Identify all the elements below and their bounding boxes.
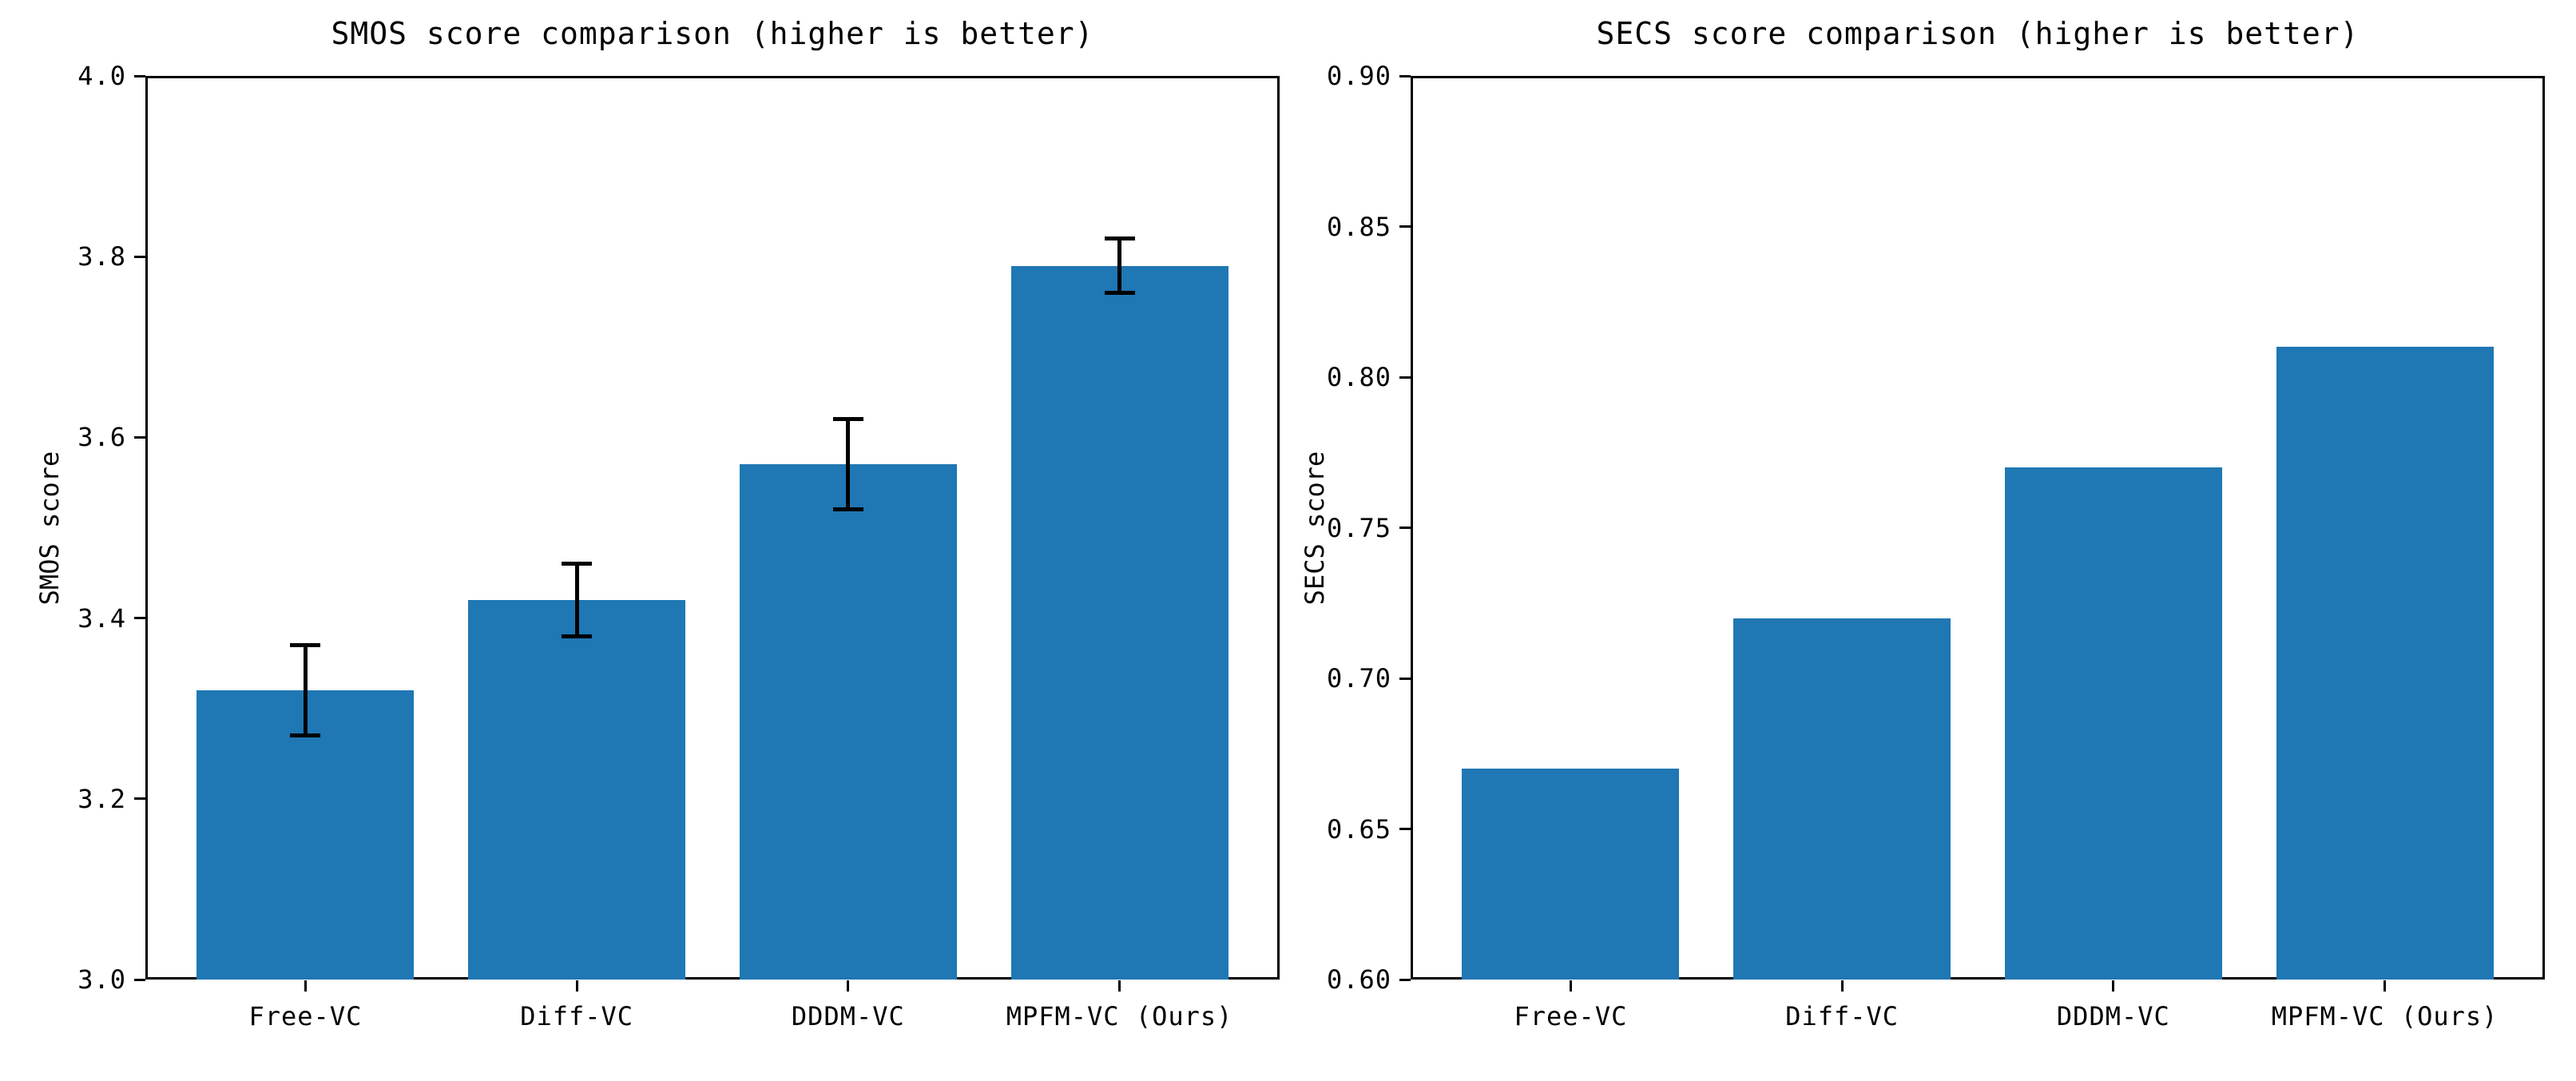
y-tick bbox=[134, 435, 145, 439]
bar-diff-vc bbox=[1733, 618, 1951, 980]
y-tick-label: 4.0 bbox=[77, 61, 126, 91]
y-tick-label: 0.85 bbox=[1326, 211, 1391, 242]
y-tick-label: 0.60 bbox=[1326, 964, 1391, 995]
error-bar-cap-bottom-mpfm-vc-ours bbox=[1104, 290, 1135, 295]
error-bar-line-diff-vc bbox=[574, 563, 579, 637]
x-tick-label-mpfm-vc-ours: MPFM-VC (Ours) bbox=[2271, 1001, 2499, 1031]
bar-dddm-vc bbox=[2004, 467, 2222, 980]
error-bar-cap-top-free-vc bbox=[290, 643, 321, 648]
y-tick-label: 3.0 bbox=[77, 964, 126, 995]
y-tick-label: 0.65 bbox=[1326, 813, 1391, 845]
x-tick bbox=[575, 980, 578, 992]
bar-dddm-vc bbox=[739, 464, 957, 980]
y-tick-label: 0.70 bbox=[1326, 663, 1391, 694]
x-tick-label-mpfm-vc-ours: MPFM-VC (Ours) bbox=[1006, 1001, 1233, 1031]
error-bar-line-dddm-vc bbox=[846, 419, 851, 510]
y-tick bbox=[134, 255, 145, 258]
error-bar-cap-bottom-dddm-vc bbox=[832, 507, 863, 512]
y-tick bbox=[1399, 828, 1411, 830]
y-tick-label: 0.80 bbox=[1326, 362, 1391, 392]
y-tick bbox=[134, 74, 145, 77]
x-tick bbox=[2383, 980, 2387, 992]
y-tick-label: 3.8 bbox=[77, 241, 126, 272]
x-tick-label-diff-vc: Diff-VC bbox=[1785, 1001, 1899, 1031]
y-tick bbox=[1399, 376, 1411, 379]
y-tick bbox=[1399, 527, 1411, 529]
error-bar-line-mpfm-vc-ours bbox=[1117, 238, 1122, 293]
x-tick bbox=[1569, 980, 1572, 992]
error-bar-line-free-vc bbox=[303, 645, 308, 736]
x-tick-label-free-vc: Free-VC bbox=[248, 1001, 363, 1031]
chart-title: SECS score comparison (higher is better) bbox=[1596, 16, 2360, 51]
y-tick bbox=[134, 978, 145, 981]
bar-diff-vc bbox=[468, 599, 686, 980]
y-tick bbox=[134, 797, 145, 801]
y-tick-label: 0.75 bbox=[1326, 512, 1391, 543]
y-tick bbox=[1399, 225, 1411, 228]
bar-free-vc bbox=[1462, 769, 1680, 980]
y-tick-label: 3.6 bbox=[77, 422, 126, 453]
x-tick-label-dddm-vc: DDDM-VC bbox=[2056, 1001, 2170, 1031]
y-tick bbox=[1399, 74, 1411, 77]
x-tick bbox=[1118, 980, 1121, 992]
x-tick bbox=[1840, 980, 1844, 992]
x-tick bbox=[2112, 980, 2115, 992]
error-bar-cap-bottom-free-vc bbox=[290, 733, 321, 738]
y-tick bbox=[134, 617, 145, 620]
x-tick bbox=[304, 980, 307, 992]
x-tick-label-dddm-vc: DDDM-VC bbox=[791, 1001, 905, 1031]
error-bar-cap-top-diff-vc bbox=[562, 562, 593, 566]
error-bar-cap-top-mpfm-vc-ours bbox=[1104, 236, 1135, 241]
y-axis-label: SMOS score bbox=[34, 451, 65, 605]
x-tick-label-free-vc: Free-VC bbox=[1514, 1001, 1628, 1031]
y-tick-label: 3.4 bbox=[77, 602, 126, 634]
bar-free-vc bbox=[196, 690, 415, 980]
y-tick-label: 3.2 bbox=[77, 783, 126, 814]
y-tick-label: 0.90 bbox=[1326, 61, 1391, 91]
x-tick-label-diff-vc: Diff-VC bbox=[520, 1001, 634, 1031]
bar-mpfm-vc-ours bbox=[1010, 265, 1228, 980]
chart-title: SMOS score comparison (higher is better) bbox=[331, 16, 1094, 51]
error-bar-cap-top-dddm-vc bbox=[832, 417, 863, 422]
axes-frame-smos bbox=[145, 76, 1280, 980]
y-tick bbox=[1399, 978, 1411, 981]
x-tick bbox=[847, 980, 850, 992]
bar-mpfm-vc-ours bbox=[2276, 347, 2494, 980]
error-bar-cap-bottom-diff-vc bbox=[562, 634, 593, 638]
axes-frame-secs bbox=[1411, 76, 2545, 980]
y-tick bbox=[1399, 677, 1411, 680]
